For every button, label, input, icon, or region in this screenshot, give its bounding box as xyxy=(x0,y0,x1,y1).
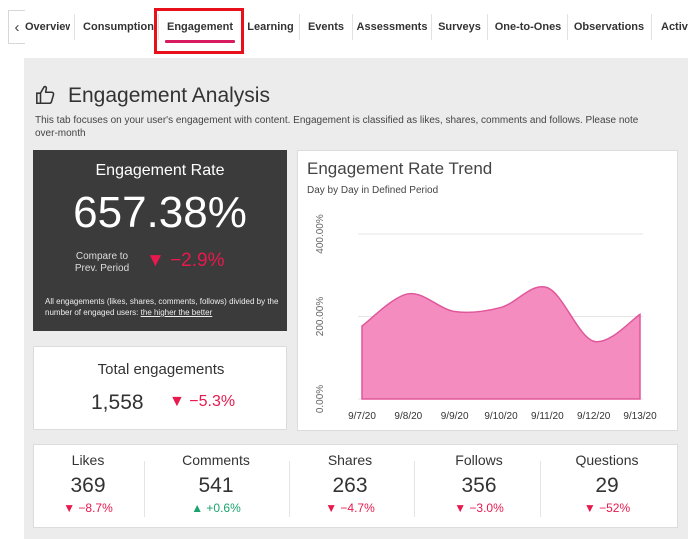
tab-divider xyxy=(158,14,159,40)
engagement-rate-value: 657.38% xyxy=(73,188,247,237)
tab-overview[interactable]: Overview xyxy=(25,21,70,33)
tab-divider xyxy=(651,14,652,40)
trend-subtitle: Day by Day in Defined Period xyxy=(307,185,439,196)
thumbs-up-icon xyxy=(36,85,55,105)
tabs-scroll-left-button[interactable]: ‹ xyxy=(8,10,25,44)
tab-surveys[interactable]: Surveys xyxy=(438,21,481,33)
y-tick-label: 400.00% xyxy=(315,214,326,254)
higher-the-better-link[interactable]: the higher the better xyxy=(140,308,213,317)
tab-divider xyxy=(487,14,488,40)
tab-engagement[interactable]: Engagement xyxy=(166,21,233,33)
total-engagements-title: Total engagements xyxy=(97,361,225,378)
x-tick-label: 9/12/20 xyxy=(577,411,611,422)
tab-divider xyxy=(352,14,353,40)
tab-consumption[interactable]: Consumption xyxy=(83,21,154,33)
page-description: This tab focuses on your user's engageme… xyxy=(35,115,639,139)
tab-assessments[interactable]: Assessments xyxy=(356,21,428,33)
engagement-rate-title: Engagement Rate xyxy=(95,162,225,179)
tab-divider xyxy=(431,14,432,40)
compare-label: Compare to Prev. Period xyxy=(74,251,130,274)
y-tick-label: 200.00% xyxy=(315,297,326,337)
tab-divider xyxy=(299,14,300,40)
total-engagements-value: 1,558 xyxy=(91,391,144,414)
active-tab-indicator xyxy=(165,40,235,43)
chevron-left-icon: ‹ xyxy=(14,18,20,36)
tab-highlight-box xyxy=(154,8,244,54)
tab-observations[interactable]: Observations xyxy=(573,21,645,33)
tab-active[interactable]: Active xyxy=(661,21,688,33)
engagement-rate-note: All engagements (likes, shares, comments… xyxy=(45,297,279,317)
tab-events[interactable]: Events xyxy=(307,21,345,33)
x-tick-label: 9/13/20 xyxy=(623,411,657,422)
y-tick-label: 0.00% xyxy=(315,385,326,413)
stat-shares: Shares 263 ▼ −4.7% xyxy=(325,452,375,515)
stat-comments: Comments 541 ▲ +0.6% xyxy=(182,452,250,515)
tab-divider xyxy=(567,14,568,40)
x-tick-label: 9/8/20 xyxy=(394,411,422,422)
trend-area xyxy=(361,285,641,400)
stat-questions: Questions 29 ▼ −52% xyxy=(575,452,639,515)
page-title: Engagement Analysis xyxy=(68,84,270,107)
stat-divider xyxy=(540,461,541,517)
x-tick-label: 9/7/20 xyxy=(348,411,376,422)
stat-likes: Likes 369 ▼ −8.7% xyxy=(63,452,113,515)
trend-title: Engagement Rate Trend xyxy=(307,159,493,178)
engagement-trend-card: Engagement Rate Trend Day by Day in Defi… xyxy=(297,150,678,431)
stat-divider xyxy=(144,461,145,517)
engagement-rate-card: Engagement Rate 657.38% Compare to Prev.… xyxy=(33,150,287,331)
total-engagements-change: ▼ −5.3% xyxy=(169,393,236,410)
stat-divider xyxy=(414,461,415,517)
total-engagements-card: Total engagements 1,558 ▼ −5.3% xyxy=(33,346,287,430)
x-tick-label: 9/11/20 xyxy=(531,411,564,422)
engagement-rate-change: ▼ −2.9% xyxy=(146,250,225,271)
tab-learning[interactable]: Learning xyxy=(247,21,294,33)
stat-divider xyxy=(289,461,290,517)
trend-chart: 0.00% 200.00% 400.00% 9/7/20 9/8/20 9/9/20 9/… xyxy=(315,214,657,422)
x-tick-label: 9/9/20 xyxy=(441,411,469,422)
tab-bar: ‹ Overview Consumption Engagement Learni… xyxy=(0,0,688,54)
tab-divider xyxy=(74,14,75,40)
tab-one-to-ones[interactable]: One-to-Ones xyxy=(494,21,562,33)
engagement-stats-strip: Likes 369 ▼ −8.7% Comments 541 ▲ +0.6% S… xyxy=(33,444,678,528)
stat-follows: Follows 356 ▼ −3.0% xyxy=(454,452,504,515)
x-tick-label: 9/10/20 xyxy=(484,411,518,422)
